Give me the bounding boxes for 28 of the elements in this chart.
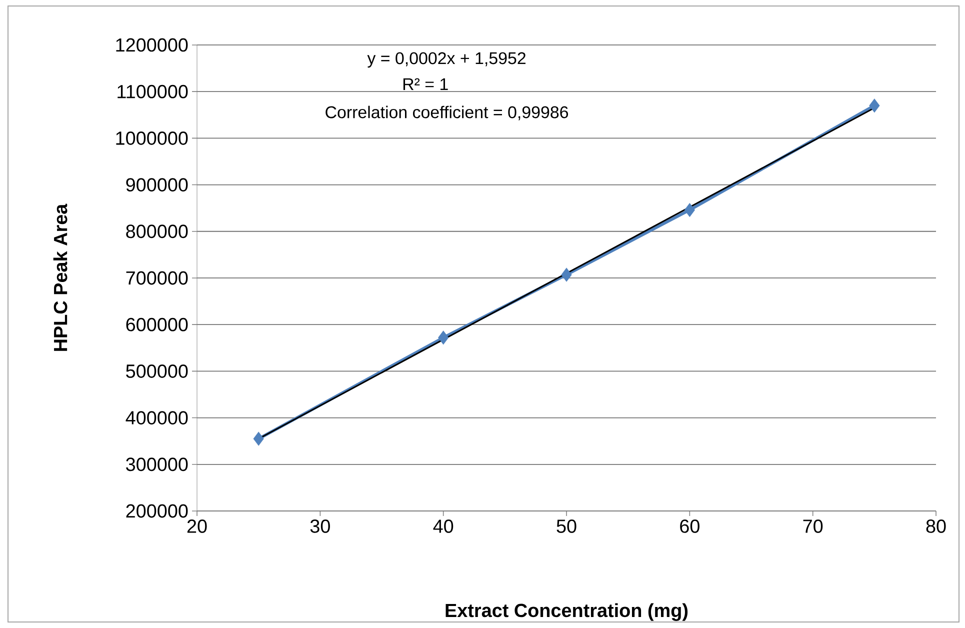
y-tick-label: 1200000 xyxy=(116,38,188,52)
x-tick-label: 70 xyxy=(803,520,823,533)
y-tick-label: 1100000 xyxy=(118,84,188,98)
x-tick-label: 40 xyxy=(433,520,454,533)
y-tick-label: 600000 xyxy=(126,318,188,332)
x-axis-title: Extract Concentration (mg) xyxy=(446,603,688,621)
y-axis-title: HPLC Peak Area xyxy=(53,204,68,351)
y-tick-label: 400000 xyxy=(126,411,188,424)
annotation: R² = 1 xyxy=(403,78,448,90)
point xyxy=(438,330,449,345)
annotation: y = 0,0002x + 1,5952 xyxy=(367,52,526,68)
y-tick-label: 200000 xyxy=(126,504,188,518)
point xyxy=(684,202,695,218)
point xyxy=(869,98,880,113)
y-tick-label: 700000 xyxy=(126,271,188,285)
annotation: Correlation coefficient = 0,99986 xyxy=(326,106,568,120)
x-tick-label: 20 xyxy=(187,520,207,533)
x-tick-label: 50 xyxy=(556,520,576,533)
x-tick-label: 80 xyxy=(926,520,946,533)
y-tick-label: 300000 xyxy=(126,458,188,472)
x-tick-label: 60 xyxy=(680,520,700,533)
y-tick-label: 900000 xyxy=(126,178,188,192)
point xyxy=(253,432,264,446)
y-tick-label: 1000000 xyxy=(116,131,188,145)
x-tick-label: 30 xyxy=(310,520,330,533)
point xyxy=(561,268,572,282)
y-tick-label: 800000 xyxy=(126,224,188,238)
y-tick-label: 500000 xyxy=(126,364,188,378)
